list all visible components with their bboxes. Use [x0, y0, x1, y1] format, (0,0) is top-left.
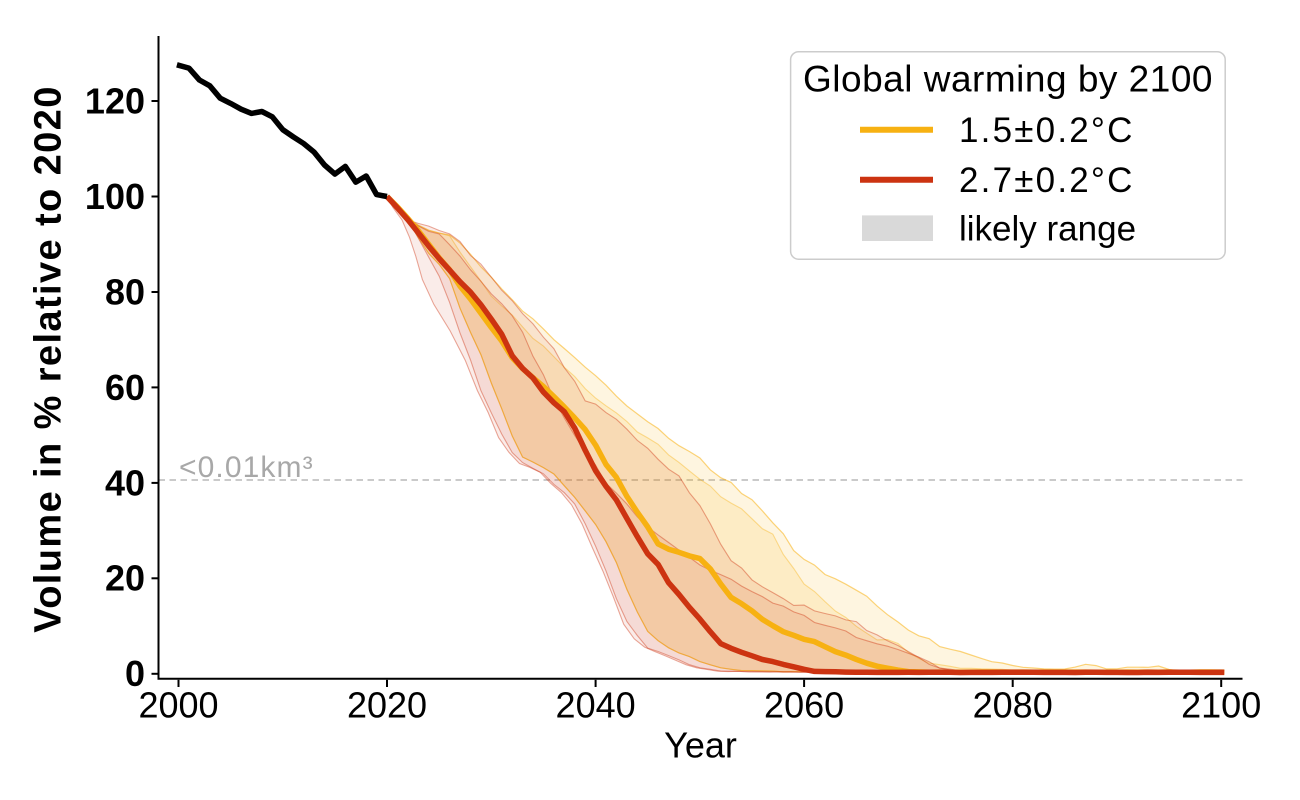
svg-text:100: 100 [85, 176, 145, 217]
svg-text:1.5±0.2°C: 1.5±0.2°C [959, 111, 1135, 150]
svg-text:20: 20 [105, 558, 145, 599]
svg-text:0: 0 [125, 653, 145, 694]
svg-text:2060: 2060 [764, 685, 844, 726]
svg-text:2080: 2080 [973, 685, 1053, 726]
svg-text:2000: 2000 [138, 685, 218, 726]
svg-text:2100: 2100 [1181, 685, 1261, 726]
svg-text:2020: 2020 [347, 685, 427, 726]
svg-text:2040: 2040 [556, 685, 636, 726]
svg-text:60: 60 [105, 367, 145, 408]
svg-text:Year: Year [664, 724, 737, 765]
svg-text:likely range: likely range [959, 209, 1136, 248]
svg-text:<0.01km³: <0.01km³ [179, 451, 314, 484]
svg-text:2.7±0.2°C: 2.7±0.2°C [959, 161, 1135, 200]
svg-text:40: 40 [105, 462, 145, 503]
svg-text:Volume in % relative to 2020: Volume in % relative to 2020 [28, 85, 70, 632]
svg-text:120: 120 [85, 80, 145, 121]
svg-text:Global warming by 2100: Global warming by 2100 [803, 59, 1213, 100]
svg-text:80: 80 [105, 271, 145, 312]
